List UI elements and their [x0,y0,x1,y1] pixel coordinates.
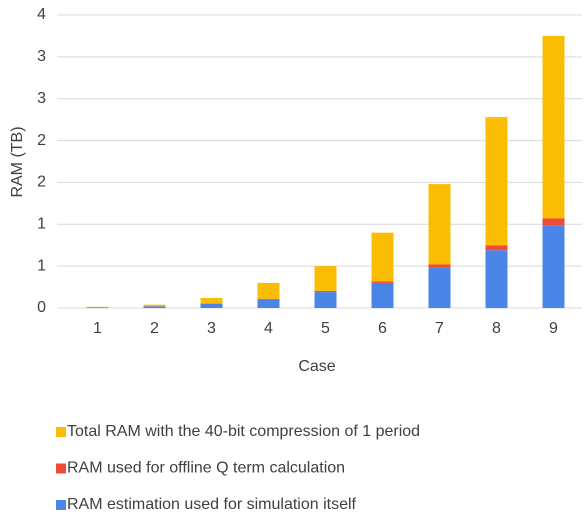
bar-segment [258,300,280,308]
x-axis-title: Case [298,358,335,375]
bar-segment [315,291,337,292]
bar-segment [144,306,166,308]
x-tick-label: 2 [150,320,159,337]
y-tick-label: 2 [37,174,46,191]
bar-segment [315,292,337,308]
x-tick-label: 3 [207,320,216,337]
bar-segment [372,283,394,308]
x-tick-label: 5 [321,320,330,337]
bar-segment [87,307,109,308]
bar-segment [486,117,508,245]
y-tick-label: 2 [37,132,46,149]
x-tick-label: 9 [549,320,558,337]
bar-segment [201,304,223,308]
bar-segment [144,305,166,307]
y-tick-label: 0 [37,299,46,316]
y-tick-label: 1 [37,257,46,274]
bar-segment [543,218,565,225]
bar-segment [372,233,394,282]
legend-label: RAM used for offline Q term calculation [67,460,345,477]
y-tick-label: 1 [37,216,46,233]
bar-segment [315,266,337,291]
bar-segment [429,264,451,267]
bar-segment [372,281,394,283]
bar-segment [543,36,565,218]
bar-segment [429,268,451,308]
legend-label: Total RAM with the 40-bit compression of… [67,423,420,440]
legend-swatch [56,427,66,437]
bar-segment [258,299,280,300]
x-tick-label: 8 [492,320,501,337]
bar-segment [258,283,280,299]
y-axis-title: RAM (TB) [9,126,26,197]
x-tick-label: 4 [264,320,273,337]
x-tick-label: 6 [378,320,387,337]
y-tick-label: 3 [37,48,46,65]
bar-segment [429,184,451,264]
x-tick-label: 1 [93,320,102,337]
bar-segment [486,245,508,250]
x-tick-label: 7 [435,320,444,337]
bar-segment [201,298,223,303]
bar-segment [486,250,508,308]
y-tick-label: 4 [37,6,46,23]
legend-swatch [56,464,66,474]
legend-swatch [56,500,66,510]
y-tick-label: 3 [37,90,46,107]
legend-label: RAM estimation used for simulation itsel… [67,496,357,513]
bar-segment [543,225,565,308]
